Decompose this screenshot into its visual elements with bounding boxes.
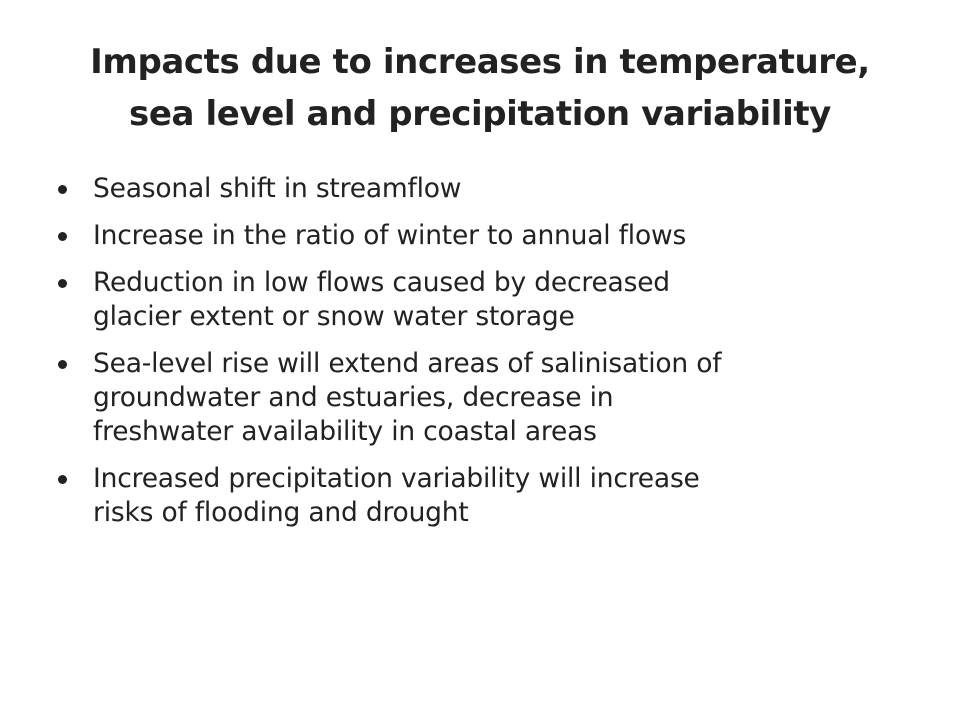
bullet-dot-icon xyxy=(58,279,67,288)
bullet-dot-icon xyxy=(58,475,67,484)
bullet-dot-icon xyxy=(58,185,67,194)
bullet-dot-icon xyxy=(58,232,67,241)
bullet-item: Sea-level rise will extend areas of sali… xyxy=(58,347,918,449)
bullet-text: Increase in the ratio of winter to annua… xyxy=(93,220,687,251)
bullet-text: Seasonal shift in streamflow xyxy=(93,173,462,204)
bullet-text: Reduction in low flows caused by decreas… xyxy=(93,267,670,298)
bullet-dot-icon xyxy=(58,360,67,369)
bullet-item: Seasonal shift in streamflow xyxy=(58,172,918,206)
bullet-item: Increase in the ratio of winter to annua… xyxy=(58,219,918,253)
slide-title-line: Impacts due to increases in temperature, xyxy=(90,42,870,82)
bullet-text: Sea-level rise will extend areas of sali… xyxy=(93,348,722,379)
bullet-item: Increased precipitation variability will… xyxy=(58,462,918,530)
bullet-text: risks of flooding and drought xyxy=(93,497,469,528)
slide-title-line: sea level and precipitation variability xyxy=(129,94,831,134)
bullet-text: Increased precipitation variability will… xyxy=(93,463,700,494)
bullet-text: glacier extent or snow water storage xyxy=(93,301,575,332)
bullet-item: Reduction in low flows caused by decreas… xyxy=(58,266,918,334)
bullet-text: groundwater and estuaries, decrease in xyxy=(93,382,614,413)
bullet-text: freshwater availability in coastal areas xyxy=(93,416,597,447)
bullet-list: Seasonal shift in streamflow Increase in… xyxy=(58,172,918,543)
slide-title: Impacts due to increases in temperature,… xyxy=(40,36,920,140)
